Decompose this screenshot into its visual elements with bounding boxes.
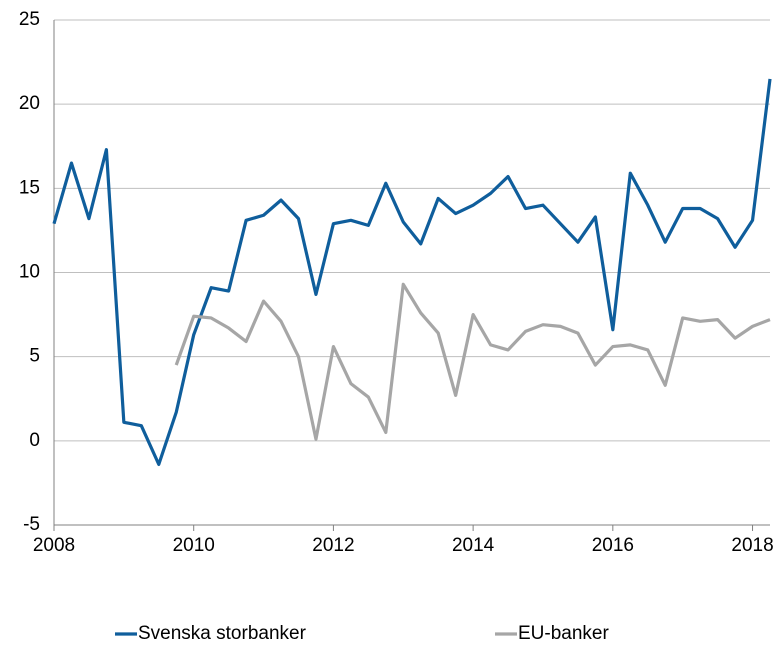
series-line	[174, 282, 771, 441]
y-tick-label: -5	[23, 514, 40, 535]
y-tick-label: 10	[19, 262, 40, 283]
y-tick-label: 0	[29, 430, 40, 451]
x-tick-label: 2008	[33, 535, 75, 556]
legend-label: Svenska storbanker	[138, 623, 307, 644]
x-tick-label: 2012	[312, 535, 354, 556]
series-line	[52, 78, 772, 466]
y-tick-label: 5	[29, 346, 40, 367]
x-tick-label: 2018	[731, 535, 773, 556]
y-tick-label: 15	[19, 177, 40, 198]
y-tick-label: 25	[19, 9, 40, 30]
x-tick-label: 2014	[452, 535, 495, 556]
legend-label: EU-banker	[518, 623, 609, 644]
y-tick-label: 20	[19, 93, 40, 114]
x-tick-label: 2010	[173, 535, 215, 556]
x-tick-label: 2016	[592, 535, 634, 556]
